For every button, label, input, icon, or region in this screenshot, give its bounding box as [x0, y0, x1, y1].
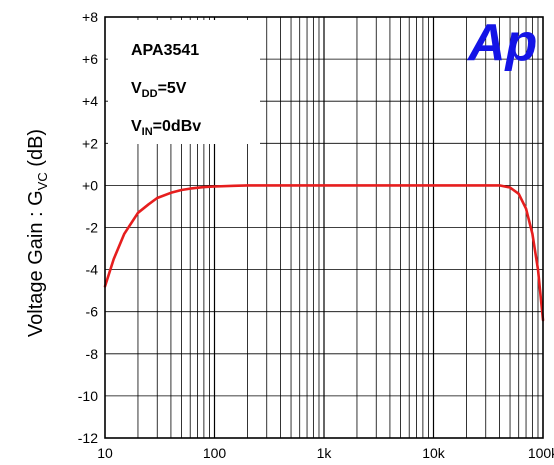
y-axis-label: Voltage Gain : GVC (dB) [25, 129, 50, 337]
y-tick-label: -6 [86, 304, 99, 320]
x-tick-labels: 10 100 1k 10k 100k [97, 445, 554, 461]
y-tick-label: +6 [82, 51, 98, 67]
plot-frame [104, 16, 544, 439]
y-tick-label: -10 [78, 388, 98, 404]
annotation-block: APA3541 VDD=5V VIN=0dBv [131, 42, 201, 138]
y-tick-label: -2 [86, 220, 99, 236]
input-level-label: VIN=0dBv [131, 118, 201, 138]
y-tick-labels: +8 +6 +4 +2 +0 -2 -4 -6 -8 -10 -12 [78, 9, 98, 446]
y-tick-label: +0 [82, 177, 98, 193]
brand-logo: Ap [466, 14, 537, 72]
device-label: APA3541 [131, 42, 199, 59]
gain-curve-line [103, 184, 545, 322]
y-tick-label: -12 [78, 430, 98, 446]
x-tick-label: 100k [528, 445, 554, 461]
x-tick-label: 1k [317, 445, 333, 461]
series-layer [103, 184, 545, 322]
y-tick-label: -8 [86, 346, 99, 362]
x-tick-label: 100 [203, 445, 227, 461]
y-tick-label: +4 [82, 93, 98, 109]
y-tick-label: -4 [86, 262, 99, 278]
x-tick-label: 10 [97, 445, 113, 461]
annotation-box [108, 20, 260, 144]
y-tick-label: +8 [82, 9, 98, 25]
y-tick-label: +2 [82, 135, 98, 151]
x-tick-label: 10k [422, 445, 446, 461]
supply-voltage-label: VDD=5V [131, 80, 187, 100]
